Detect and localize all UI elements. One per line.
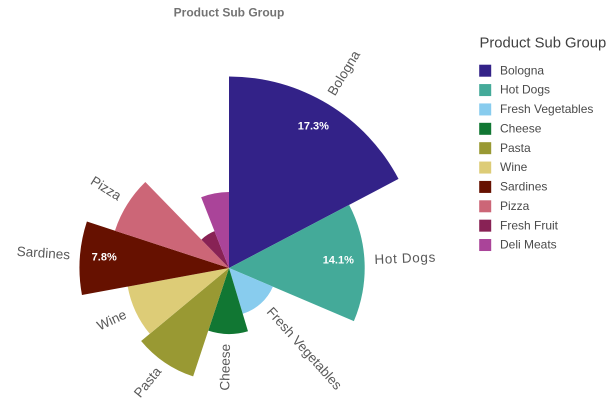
svg-text:Pasta: Pasta <box>500 141 531 155</box>
svg-text:Pizza: Pizza <box>500 199 530 213</box>
svg-text:Cheese: Cheese <box>500 121 542 135</box>
svg-text:Deli Meats: Deli Meats <box>500 238 557 252</box>
svg-text:Hot Dogs: Hot Dogs <box>500 83 550 97</box>
svg-text:Sardines: Sardines <box>500 180 547 194</box>
svg-text:Cheese: Cheese <box>217 344 233 391</box>
svg-text:Fresh Fruit: Fresh Fruit <box>500 218 559 232</box>
svg-text:Bologna: Bologna <box>500 63 544 77</box>
svg-text:Product Sub Group: Product Sub Group <box>480 35 607 51</box>
svg-text:Product Sub Group: Product Sub Group <box>174 6 285 20</box>
svg-text:14.1%: 14.1% <box>323 255 354 267</box>
svg-text:Fresh Vegetables: Fresh Vegetables <box>264 304 345 392</box>
svg-text:Wine: Wine <box>500 160 528 174</box>
svg-text:7.8%: 7.8% <box>92 252 117 264</box>
svg-text:Bologna: Bologna <box>325 48 364 99</box>
svg-text:Pasta: Pasta <box>131 364 165 401</box>
svg-text:Hot Dogs: Hot Dogs <box>374 250 436 267</box>
svg-text:Sardines: Sardines <box>16 244 70 263</box>
svg-text:Wine: Wine <box>95 307 129 334</box>
svg-text:Pizza: Pizza <box>88 173 124 203</box>
svg-text:Fresh Vegetables: Fresh Vegetables <box>500 102 593 116</box>
svg-text:17.3%: 17.3% <box>298 120 329 132</box>
